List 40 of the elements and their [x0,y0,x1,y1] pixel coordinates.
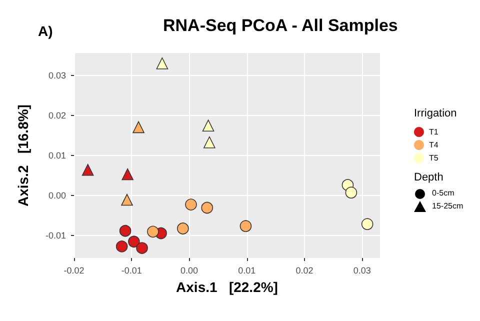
x-tick-label: -0.02 [64,266,84,276]
point [361,218,374,230]
point [156,57,168,70]
point [240,220,252,232]
point [177,222,189,234]
y-tick-label: 0.02 [48,110,66,121]
text: 0-5cm [432,188,455,198]
x-tick-label: 0.00 [180,266,198,276]
text: A) [38,23,53,39]
legend-label: T4 [429,140,439,150]
x-tick-label: 0.03 [353,266,371,276]
x-tick-label: 0.02 [296,266,314,276]
y-tick-label: -0.01 [45,230,66,240]
legend-label: T1 [429,128,439,136]
chart-title: RNA-Seq PCoA - All Samples [163,16,398,35]
point [116,240,128,252]
point [121,194,133,206]
point [185,198,197,210]
x-tick-label: 0.01 [238,266,256,276]
point [128,236,140,248]
y-tick-label: 0.00 [48,190,66,200]
point [204,136,216,148]
point [202,120,214,132]
point [136,242,148,254]
point [345,186,358,198]
text: Depth [414,172,444,184]
x-tick-label: -0.01 [121,266,142,276]
point [119,224,132,237]
y-tick-label: 0.03 [48,70,66,81]
legend-label: T5 [429,154,439,162]
point [82,164,94,176]
point [132,121,144,134]
y-tick-label: 0.01 [48,150,66,160]
legend-title: Irrigation [414,108,457,120]
text: 15-25cm [432,202,464,210]
x-axis-title: Axis.1 [22.2%] [176,279,278,295]
y-axis-title: Axis.2 [16.8%] [15,104,31,206]
point [122,168,134,180]
point [147,226,159,238]
point [201,202,214,214]
